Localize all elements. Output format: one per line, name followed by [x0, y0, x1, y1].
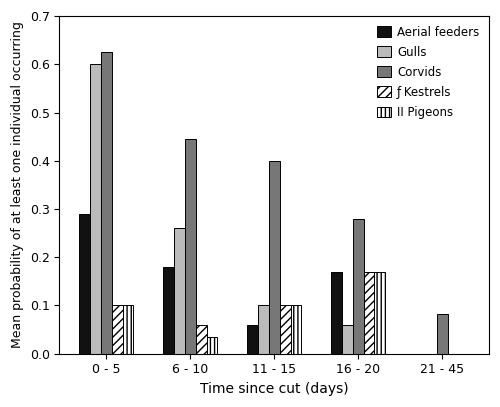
Bar [352, 219, 364, 354]
Bar [90, 64, 101, 354]
Bar [112, 305, 122, 354]
Bar [374, 271, 386, 354]
Bar [364, 271, 374, 354]
Legend: Aerial feeders, Gulls, Corvids, ƒ Kestrels, II Pigeons: Aerial feeders, Gulls, Corvids, ƒ Kestre… [374, 22, 483, 123]
Bar [268, 161, 280, 354]
Bar [258, 305, 268, 354]
Bar [290, 305, 302, 354]
Bar [196, 325, 206, 354]
Bar [184, 139, 196, 354]
Y-axis label: Mean probability of at least one individual occurring: Mean probability of at least one individ… [11, 22, 24, 348]
Bar [206, 337, 218, 354]
Bar [122, 305, 134, 354]
X-axis label: Time since cut (days): Time since cut (days) [200, 382, 348, 396]
Bar [280, 305, 290, 354]
Bar [174, 228, 184, 354]
Bar [79, 214, 90, 354]
Bar [436, 313, 448, 354]
Bar [331, 271, 342, 354]
Bar [100, 52, 112, 354]
Bar [342, 325, 352, 354]
Bar [247, 325, 258, 354]
Bar [163, 267, 174, 354]
